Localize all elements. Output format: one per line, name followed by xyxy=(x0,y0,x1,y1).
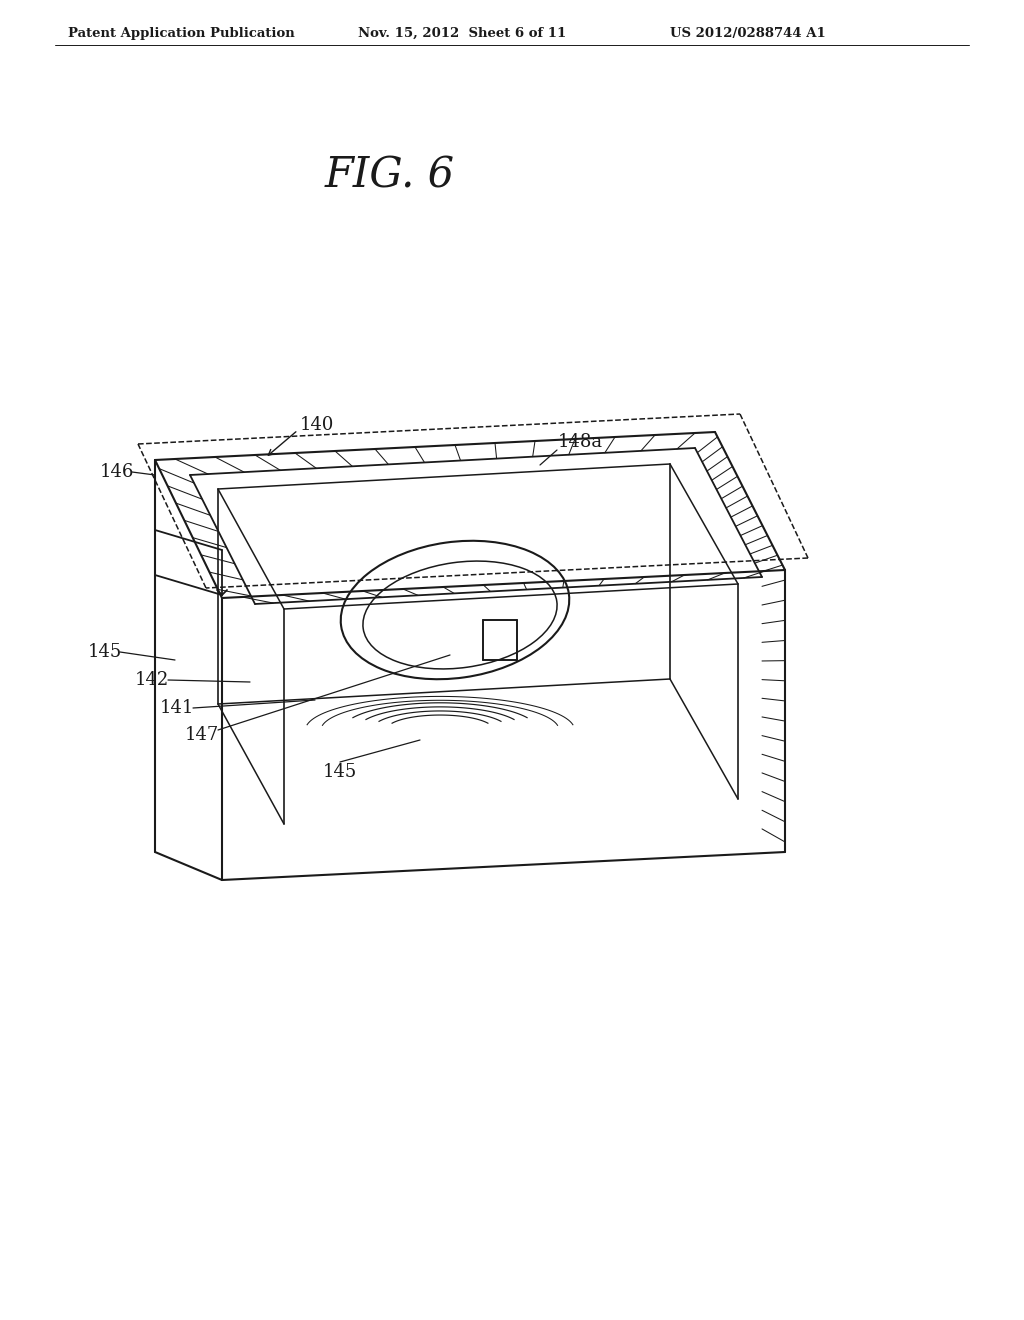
Text: 142: 142 xyxy=(135,671,169,689)
Text: 140: 140 xyxy=(300,416,335,434)
Text: US 2012/0288744 A1: US 2012/0288744 A1 xyxy=(670,26,825,40)
Text: FIG. 6: FIG. 6 xyxy=(325,154,455,197)
Text: Patent Application Publication: Patent Application Publication xyxy=(68,26,295,40)
Polygon shape xyxy=(222,570,785,880)
Text: 145: 145 xyxy=(88,643,122,661)
Text: 148a: 148a xyxy=(558,433,603,451)
Polygon shape xyxy=(715,432,785,851)
Text: 145: 145 xyxy=(323,763,357,781)
Text: 147: 147 xyxy=(185,726,219,744)
Text: 146: 146 xyxy=(100,463,134,480)
Text: 141: 141 xyxy=(160,700,195,717)
Text: Nov. 15, 2012  Sheet 6 of 11: Nov. 15, 2012 Sheet 6 of 11 xyxy=(358,26,566,40)
Polygon shape xyxy=(155,459,222,880)
